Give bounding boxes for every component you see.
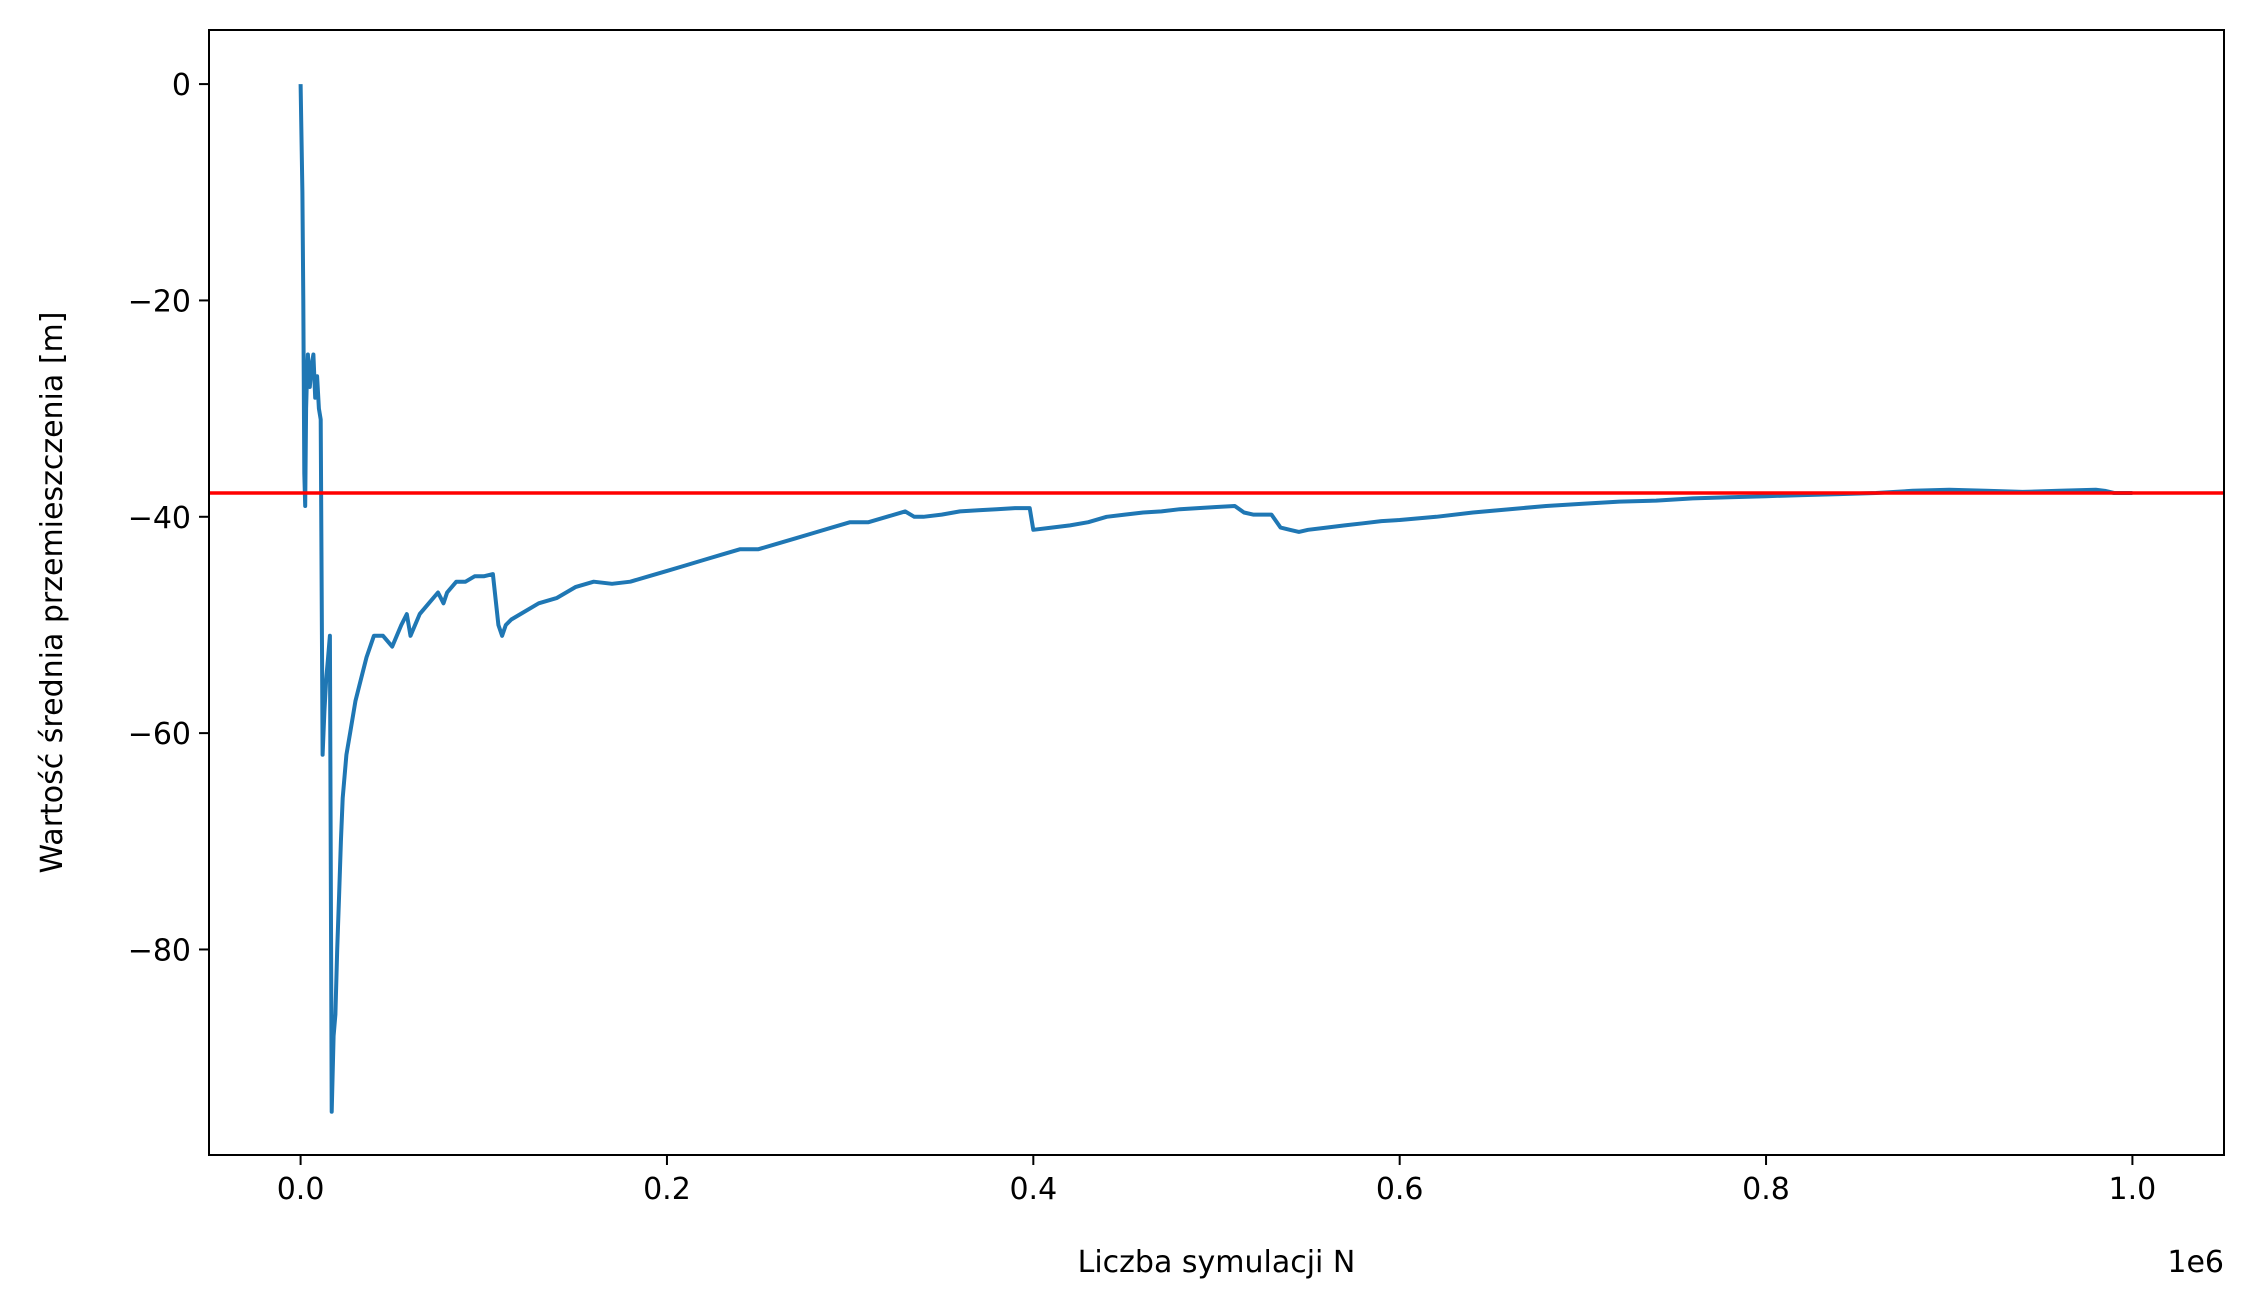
y-tick-label: −40 xyxy=(128,501,191,536)
y-tick-label: −60 xyxy=(128,717,191,752)
x-tick-label: 1.0 xyxy=(2109,1172,2157,1207)
y-tick-label: 0 xyxy=(172,68,191,103)
x-axis-label: Liczba symulacji N xyxy=(1078,1245,1356,1280)
y-axis-label: Wartość średnia przemieszczenia [m] xyxy=(35,312,70,874)
x-tick-label: 0.4 xyxy=(1009,1172,1057,1207)
plot-layer xyxy=(209,84,2224,1114)
y-tick-label: −80 xyxy=(128,933,191,968)
x-tick-label: 0.6 xyxy=(1376,1172,1424,1207)
plot-area xyxy=(209,84,2224,1114)
x-tick-label: 0.0 xyxy=(277,1172,325,1207)
series-line-0 xyxy=(298,84,2133,1114)
x-tick-label: 0.2 xyxy=(643,1172,691,1207)
y-tick-label: −20 xyxy=(128,284,191,319)
x-axis-offset-label: 1e6 xyxy=(2167,1245,2224,1280)
axes-frame xyxy=(208,29,2225,1156)
x-tick-label: 0.8 xyxy=(1742,1172,1790,1207)
axes-layer: 0.0 0.2 0.4 0.6 0.8 1.0 0 −20 −40 −60 −80 xyxy=(128,29,2225,1207)
